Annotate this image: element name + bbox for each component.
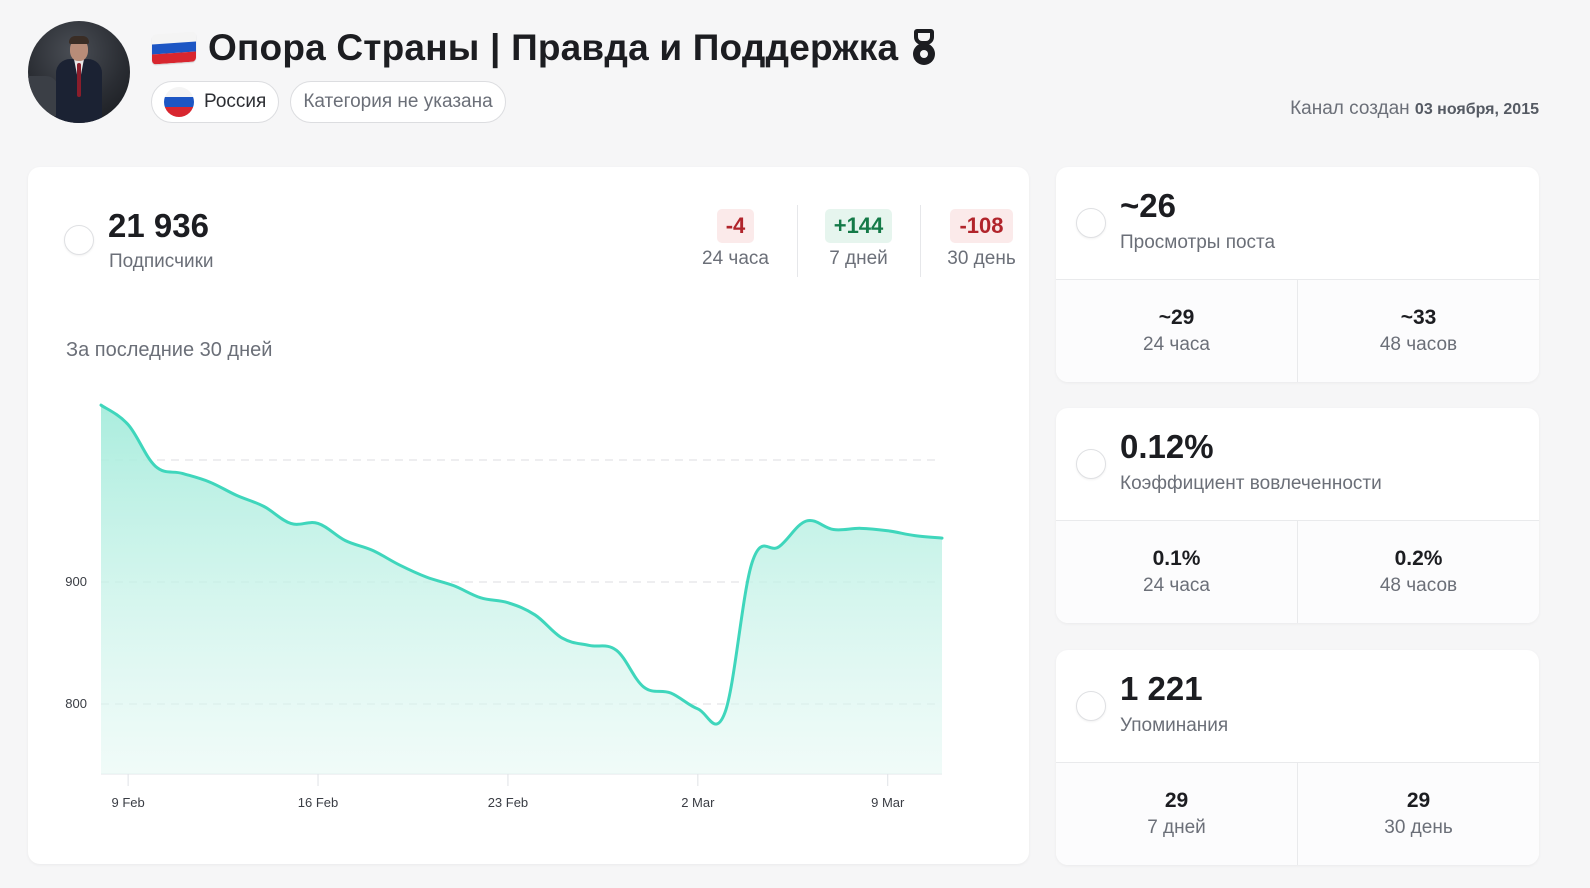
post-views-24h: ~29 24 часа — [1143, 306, 1210, 355]
mentions-label: Упоминания — [1120, 715, 1229, 736]
series-line — [99, 403, 944, 726]
russia-flag-icon — [164, 87, 194, 117]
mentions-radio-icon[interactable] — [1076, 691, 1106, 721]
delta-24h: -4 24 часа — [674, 205, 797, 277]
delta-period: 24 часа — [702, 248, 769, 269]
x-tick-label: 16 Feb — [298, 795, 338, 810]
mentions-card: 1 221 Упоминания 29 7 дней 29 30 день — [1056, 650, 1539, 865]
mentions-7d: 29 7 дней — [1147, 789, 1206, 838]
engagement-24h: 0.1% 24 часа — [1143, 547, 1210, 596]
military-medal-icon — [912, 29, 936, 67]
created-label: Канал создан — [1290, 98, 1410, 119]
engagement-card: 0.12% Коэффициент вовлеченности 0.1% 24 ч… — [1056, 408, 1539, 623]
post-views-value: ~26 — [1120, 187, 1176, 224]
channel-header: Опора Страны | Правда и Поддержка Россия… — [0, 0, 1590, 150]
engagement-48h: 0.2% 48 часов — [1297, 521, 1539, 623]
delta-30d: -108 30 день — [920, 205, 1043, 277]
country-chip[interactable]: Россия — [151, 81, 280, 123]
russia-flag-icon — [152, 31, 196, 65]
delta-badge: +144 — [824, 209, 893, 243]
area-chart[interactable]: 9 Feb 16 Feb 23 Feb 2 Mar 9 Mar 21 800 21 900 — [64, 387, 992, 863]
x-tick-label: 2 Mar — [681, 795, 715, 810]
category-chip[interactable]: Категория не указана — [290, 81, 506, 123]
category-label: Категория не указана — [303, 91, 493, 112]
post-views-label: Просмотры поста — [1120, 232, 1276, 253]
mentions-value: 1 221 — [1120, 670, 1203, 707]
subscribers-radio-icon[interactable] — [64, 225, 94, 255]
engagement-value: 0.12% — [1120, 428, 1214, 465]
delta-badge: -108 — [950, 209, 1013, 243]
chart-caption: За последние 30 дней — [66, 339, 273, 361]
post-views-card: ~26 Просмотры поста ~29 24 часа ~33 48 час… — [1056, 167, 1539, 382]
area-fill — [101, 405, 942, 774]
x-tick-label: 9 Mar — [871, 795, 905, 810]
channel-title-text: Опора Страны | Правда и Поддержка — [208, 27, 899, 68]
mentions-30d: 29 30 день — [1297, 763, 1539, 865]
engagement-radio-icon[interactable] — [1076, 449, 1106, 479]
x-tick-label: 23 Feb — [488, 795, 528, 810]
channel-title: Опора Страны | Правда и Поддержка — [152, 24, 936, 72]
created-date: 03 ноября, 2015 — [1414, 101, 1539, 118]
channel-created: Канал создан 03 ноября, 2015 — [1290, 98, 1539, 120]
country-label: Россия — [204, 91, 267, 112]
delta-period: 7 дней — [829, 248, 888, 269]
delta-7d: +144 7 дней — [797, 205, 920, 277]
delta-period: 30 день — [947, 248, 1016, 269]
channel-avatar[interactable] — [28, 21, 130, 123]
subscribers-label: Подписчики — [109, 251, 214, 272]
delta-badge: -4 — [716, 209, 755, 243]
post-views-radio-icon[interactable] — [1076, 208, 1106, 238]
post-views-48h: ~33 48 часов — [1297, 280, 1539, 382]
subscribers-card: 21 936 Подписчики -4 24 часа +144 7 дней… — [28, 167, 1029, 864]
channel-tags: Россия Категория не указана — [151, 81, 506, 123]
subscribers-count: 21 936 — [108, 207, 209, 244]
subscribers-chart[interactable]: 9 Feb 16 Feb 23 Feb 2 Mar 9 Mar 21 800 21 900 — [64, 387, 992, 863]
x-tick-label: 9 Feb — [112, 795, 145, 810]
subscriber-deltas: -4 24 часа +144 7 дней -108 30 день — [674, 205, 1043, 277]
engagement-label: Коэффициент вовлеченности — [1120, 473, 1382, 494]
y-tick-label: 21 900 — [64, 574, 87, 589]
y-tick-label: 21 800 — [64, 696, 87, 711]
